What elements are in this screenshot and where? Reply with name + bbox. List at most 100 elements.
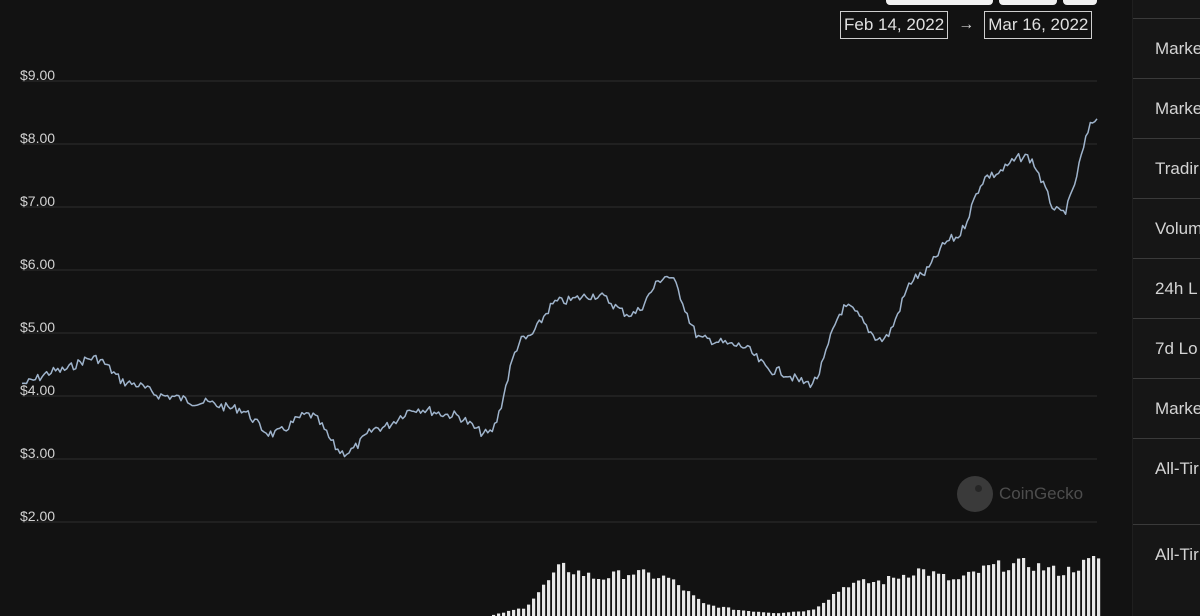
volume-bar: [957, 579, 961, 616]
volume-bar: [1012, 563, 1016, 616]
volume-bar: [1032, 570, 1036, 616]
volume-bar: [997, 560, 1001, 616]
volume-bar: [617, 570, 621, 616]
volume-bar: [542, 584, 546, 616]
volume-bar: [1017, 558, 1021, 616]
volume-bar: [707, 604, 711, 616]
volume-bar: [1067, 566, 1071, 616]
volume-bar: [822, 602, 826, 616]
side-row: Volum: [1133, 198, 1200, 259]
side-label: 7d Lo: [1155, 339, 1198, 358]
side-label: Marke: [1155, 39, 1200, 58]
range-button-2[interactable]: [999, 0, 1057, 5]
side-row: 7d Lo: [1133, 318, 1200, 379]
volume-bar: [897, 578, 901, 616]
volume-bar: [737, 610, 741, 616]
coingecko-watermark: CoinGecko: [957, 476, 1083, 512]
volume-bar: [642, 569, 646, 616]
volume-bar: [512, 609, 516, 616]
side-row: Marke: [1133, 18, 1200, 79]
volume-bar: [572, 574, 576, 616]
volume-bar: [627, 575, 631, 616]
range-button-3[interactable]: [1063, 0, 1097, 5]
volume-bar: [527, 604, 531, 616]
y-tick-label: $8.00: [20, 130, 55, 146]
side-row: [1133, 0, 1200, 19]
side-label: Marke: [1155, 99, 1200, 118]
volume-bar: [887, 576, 891, 616]
volume-bar: [877, 580, 881, 616]
volume-bar: [752, 611, 756, 616]
volume-bar: [777, 613, 781, 616]
y-tick-label: $9.00: [20, 67, 55, 83]
volume-bar: [722, 606, 726, 616]
price-chart-svg: $2.00 $3.00 $4.00 $5.00 $6.00 $7.00 $8.00 $9.00: [20, 67, 1101, 616]
volume-bar: [537, 592, 541, 616]
side-label: All-Tir: [1155, 459, 1199, 478]
volume-bar: [992, 564, 996, 616]
volume-bar: [732, 609, 736, 616]
y-tick-label: $4.00: [20, 382, 55, 398]
volume-bar: [577, 570, 581, 616]
volume-bar: [772, 613, 776, 616]
y-tick-label: $7.00: [20, 193, 55, 209]
volume-bar: [927, 575, 931, 616]
volume-bar: [1072, 572, 1076, 616]
volume-bar: [1062, 575, 1066, 616]
price-series-line: [21, 118, 1098, 458]
volume-bar: [507, 610, 511, 616]
date-range-arrow: →: [958, 16, 975, 33]
side-row: 24h L: [1133, 258, 1200, 319]
volume-bar: [1027, 567, 1031, 616]
volume-bar: [517, 608, 521, 616]
side-row: All-Tir: [1133, 438, 1200, 525]
volume-bar: [912, 575, 916, 616]
volume-bar: [832, 594, 836, 616]
price-chart: $2.00 $3.00 $4.00 $5.00 $6.00 $7.00 $8.00 $9.00…: [20, 0, 1101, 616]
side-label: 24h L: [1155, 279, 1198, 298]
volume-bar: [742, 610, 746, 616]
volume-bar: [802, 611, 806, 616]
volume-bar: [717, 607, 721, 616]
volume-bar: [942, 574, 946, 616]
side-row: Marke: [1133, 78, 1200, 139]
volume-bar: [917, 568, 921, 616]
volume-bar: [607, 578, 611, 616]
volume-bar: [562, 562, 566, 616]
side-label: Volum: [1155, 219, 1200, 238]
volume-bar: [492, 614, 496, 616]
volume-bar: [672, 579, 676, 616]
volume-bar: [1002, 571, 1006, 616]
y-tick-label: $3.00: [20, 445, 55, 461]
end-date-field[interactable]: Mar 16, 2022: [984, 11, 1093, 39]
volume-bar: [632, 574, 636, 616]
volume-bar: [767, 612, 771, 616]
volume-bar: [727, 607, 731, 616]
volume-bar: [892, 577, 896, 616]
side-label: Tradir: [1155, 159, 1199, 178]
volume-bar: [977, 572, 981, 616]
volume-bar: [857, 580, 861, 616]
range-button-1[interactable]: [886, 0, 993, 5]
volume-bar: [787, 612, 791, 616]
volume-bar: [557, 564, 561, 616]
volume-bar: [907, 577, 911, 616]
volume-bar: [842, 587, 846, 616]
volume-bar: [937, 573, 941, 616]
volume-bar: [882, 584, 886, 616]
volume-bar: [1097, 558, 1101, 616]
volume-bar: [657, 578, 661, 616]
chart-grid: [22, 80, 1097, 523]
start-date-field[interactable]: Feb 14, 2022: [840, 11, 949, 39]
volume-bar: [682, 590, 686, 616]
volume-bar: [797, 611, 801, 616]
volume-bar: [687, 591, 691, 616]
volume-bar: [952, 579, 956, 616]
volume-bar: [852, 582, 856, 616]
volume-bar: [622, 579, 626, 616]
volume-bar: [782, 612, 786, 616]
volume-bar: [1082, 559, 1086, 616]
volume-bar: [532, 598, 536, 616]
volume-bar: [497, 613, 501, 616]
volume-bar: [697, 598, 701, 616]
